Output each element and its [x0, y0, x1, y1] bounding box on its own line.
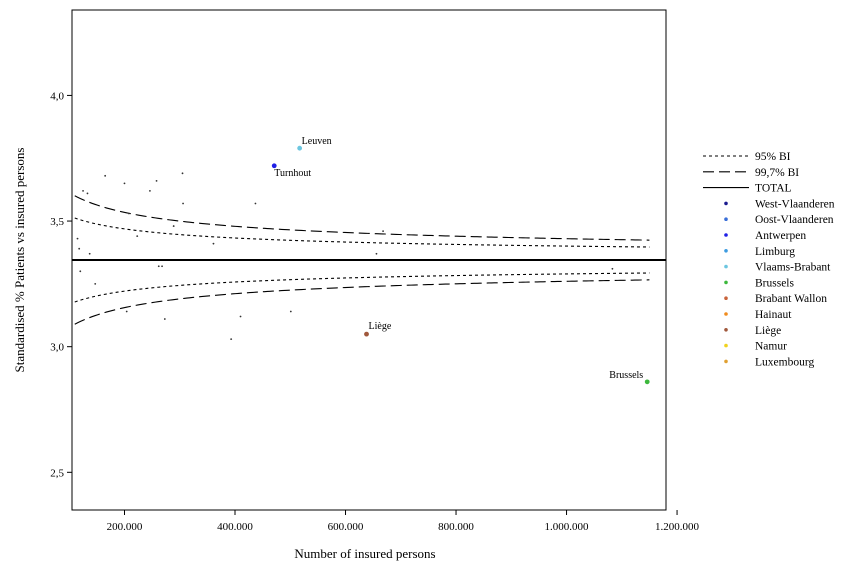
data-point — [382, 230, 384, 233]
data-point — [172, 225, 175, 227]
legend-label: Luxembourg — [755, 356, 814, 368]
y-axis-title: Standardised % Patients vs insured perso… — [12, 148, 27, 373]
point-label-brussels: Brussels — [609, 370, 643, 381]
legend-label: West-Vlaanderen — [755, 198, 835, 210]
y-tick-label: 3,0 — [50, 342, 64, 354]
data-point — [161, 265, 163, 268]
data-point — [149, 190, 151, 192]
y-tick-label: 3,5 — [50, 216, 64, 228]
x-tick-label: 600.000 — [328, 521, 364, 533]
data-point-leuven — [297, 145, 303, 151]
x-tick-label: 400.000 — [217, 521, 253, 533]
data-points — [76, 145, 650, 385]
x-tick-label: 800.000 — [438, 521, 474, 533]
lower-ci95-line — [74, 272, 650, 303]
legend-label: Hainaut — [755, 309, 792, 321]
legend-marker — [724, 201, 728, 206]
x-axis-title: Number of insured persons — [294, 546, 435, 561]
data-point — [157, 265, 160, 268]
legend-marker — [724, 328, 728, 332]
point-label-liège: Liège — [369, 321, 392, 332]
x-tick-label: 1.200.000 — [655, 521, 700, 533]
lower-ci997-line — [74, 279, 650, 325]
legend-label: Antwerpen — [755, 230, 806, 242]
data-point-turnhout — [271, 163, 277, 169]
data-point — [611, 267, 614, 270]
upper-ci95-line — [74, 217, 650, 248]
data-point — [230, 338, 233, 341]
legend-label: 99,7% BI — [755, 167, 799, 179]
data-point — [155, 179, 158, 182]
y-axis: 2,5 3,0 3,5 4,0 — [50, 90, 72, 479]
data-point — [125, 310, 128, 313]
data-point — [94, 282, 97, 285]
legend-label: TOTAL — [755, 183, 792, 195]
x-tick-label: 200.000 — [107, 521, 143, 533]
legend-label: Limburg — [755, 246, 795, 258]
legend-label: Liège — [755, 325, 781, 337]
data-point-liège — [364, 331, 369, 337]
legend-marker — [724, 343, 728, 348]
point-labels: Leuven Turnhout Liège Brussels — [274, 136, 643, 381]
data-point — [182, 202, 184, 205]
y-tick-label: 2,5 — [50, 467, 64, 479]
legend-marker — [724, 296, 728, 301]
legend-label: 95% BI — [755, 151, 791, 163]
data-point — [88, 252, 91, 255]
upper-ci997-line — [74, 195, 650, 241]
data-point — [104, 174, 107, 177]
y-tick-label: 4,0 — [50, 90, 64, 102]
confidence-bands — [74, 195, 650, 325]
data-point-brussels — [644, 379, 650, 385]
data-point — [128, 212, 130, 215]
legend-marker — [724, 233, 728, 237]
data-point — [78, 247, 81, 250]
x-axis: 200.000 400.000 600.000 800.000 1.000.000 1.2… — [107, 510, 700, 533]
data-point — [289, 310, 292, 313]
data-point — [79, 270, 82, 273]
legend-marker — [724, 217, 728, 221]
data-point — [136, 235, 139, 238]
legend-marker — [724, 280, 728, 285]
data-point — [163, 318, 166, 320]
point-label-leuven: Leuven — [302, 136, 332, 147]
x-tick-label: 1.000.000 — [545, 521, 590, 533]
data-point — [181, 172, 184, 175]
legend-marker — [724, 264, 728, 269]
data-point — [254, 202, 257, 205]
point-label-turnhout: Turnhout — [274, 168, 311, 179]
legend-label: Oost-Vlaanderen — [755, 214, 834, 226]
legend-label: Vlaams-Brabant — [755, 262, 831, 274]
legend-marker — [724, 312, 728, 316]
data-point — [123, 182, 126, 185]
data-point — [86, 192, 89, 195]
data-point — [212, 242, 215, 245]
data-point — [76, 237, 79, 240]
data-point — [239, 315, 242, 318]
legend-marker — [724, 249, 728, 253]
legend-label: Brussels — [755, 277, 795, 289]
legend-marker — [724, 359, 728, 364]
legend-label: Brabant Wallon — [755, 293, 827, 305]
legend-label: Namur — [755, 341, 787, 353]
data-point — [375, 252, 378, 255]
data-point — [82, 190, 84, 192]
legend: 95% BI 99,7% BI TOTAL West-Vlaanderen Oost-V… — [703, 151, 835, 368]
